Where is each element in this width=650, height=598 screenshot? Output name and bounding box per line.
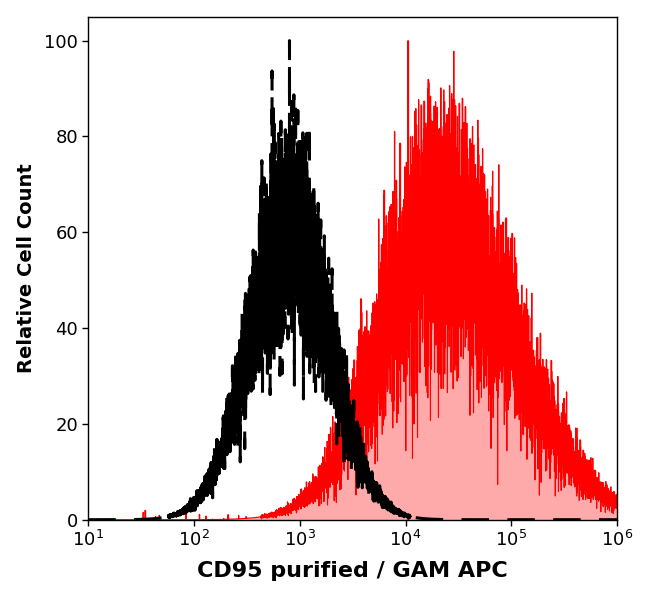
Y-axis label: Relative Cell Count: Relative Cell Count — [17, 163, 36, 373]
X-axis label: CD95 purified / GAM APC: CD95 purified / GAM APC — [198, 562, 508, 581]
